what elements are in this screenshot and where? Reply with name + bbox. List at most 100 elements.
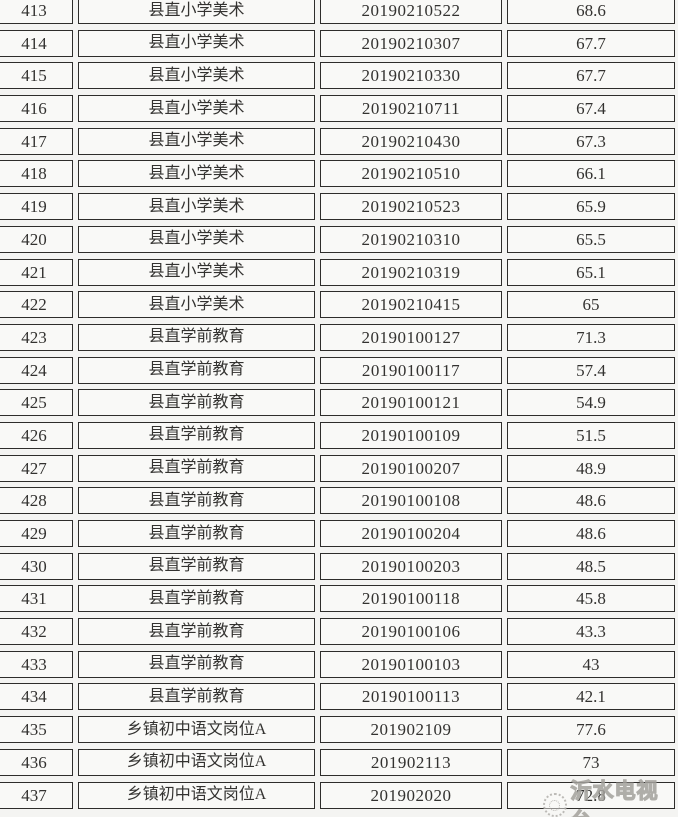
cell-row-number: 425 bbox=[0, 389, 73, 417]
cell-exam-id: 20190100127 bbox=[320, 323, 502, 351]
cell-position-name: 县直学前教育 bbox=[78, 585, 315, 613]
cell-row-number: 431 bbox=[0, 585, 73, 613]
cell-row-number: 421 bbox=[0, 258, 73, 286]
cell-score: 48.6 bbox=[507, 487, 675, 515]
cell-row-number: 417 bbox=[0, 127, 73, 155]
cell-row-number: 419 bbox=[0, 193, 73, 221]
cell-exam-id: 20190210310 bbox=[320, 225, 502, 253]
cell-score: 72.8 bbox=[507, 781, 675, 809]
cell-position-name: 县直学前教育 bbox=[78, 650, 315, 678]
table-row: 422 县直小学美术 20190210415 65 bbox=[0, 291, 675, 319]
table-row: 431 县直学前教育 20190100118 45.8 bbox=[0, 585, 675, 613]
cell-row-number: 432 bbox=[0, 618, 73, 646]
cell-exam-id: 201902020 bbox=[320, 781, 502, 809]
cell-exam-id: 20190100113 bbox=[320, 683, 502, 711]
cell-score: 67.4 bbox=[507, 95, 675, 123]
cell-exam-id: 20190210330 bbox=[320, 62, 502, 90]
cell-score: 43 bbox=[507, 650, 675, 678]
cell-exam-id: 20190210415 bbox=[320, 291, 502, 319]
cell-position-name: 县直学前教育 bbox=[78, 618, 315, 646]
table-row: 413 县直小学美术 20190210522 68.6 bbox=[0, 0, 675, 24]
cell-position-name: 县直学前教育 bbox=[78, 454, 315, 482]
cell-position-name: 县直学前教育 bbox=[78, 421, 315, 449]
cell-exam-id: 20190100204 bbox=[320, 520, 502, 547]
table-row: 436 乡镇初中语文岗位A 201902113 73 bbox=[0, 748, 675, 776]
cell-position-name: 县直学前教育 bbox=[78, 487, 315, 515]
cell-row-number: 434 bbox=[0, 683, 73, 711]
cell-exam-id: 201902113 bbox=[320, 748, 502, 776]
cell-score: 45.8 bbox=[507, 585, 675, 613]
cell-score: 65.5 bbox=[507, 225, 675, 253]
cell-score: 66.1 bbox=[507, 160, 675, 188]
table-row: 437 乡镇初中语文岗位A 201902020 72.8 bbox=[0, 781, 675, 809]
cell-score: 54.9 bbox=[507, 389, 675, 417]
cell-exam-id: 20190100108 bbox=[320, 487, 502, 515]
cell-row-number: 426 bbox=[0, 421, 73, 449]
table-row: 434 县直学前教育 20190100113 42.1 bbox=[0, 683, 675, 711]
cell-exam-id: 20190210307 bbox=[320, 29, 502, 57]
cell-score: 71.3 bbox=[507, 323, 675, 351]
cell-position-name: 县直小学美术 bbox=[78, 62, 315, 90]
table-row: 432 县直学前教育 20190100106 43.3 bbox=[0, 618, 675, 646]
cell-row-number: 435 bbox=[0, 716, 73, 744]
cell-position-name: 县直学前教育 bbox=[78, 389, 315, 417]
cell-row-number: 427 bbox=[0, 454, 73, 482]
cell-position-name: 县直小学美术 bbox=[78, 0, 315, 24]
cell-score: 65.9 bbox=[507, 193, 675, 221]
cell-score: 48.9 bbox=[507, 454, 675, 482]
cell-exam-id: 20190210522 bbox=[320, 0, 502, 24]
table-row: 426 县直学前教育 20190100109 51.5 bbox=[0, 421, 675, 449]
cell-exam-id: 20190100109 bbox=[320, 421, 502, 449]
cell-position-name: 县直小学美术 bbox=[78, 193, 315, 221]
table-row: 414 县直小学美术 20190210307 67.7 bbox=[0, 29, 675, 57]
cell-row-number: 420 bbox=[0, 225, 73, 253]
cell-position-name: 县直学前教育 bbox=[78, 520, 315, 547]
table-row: 415 县直小学美术 20190210330 67.7 bbox=[0, 62, 675, 90]
cell-score: 65 bbox=[507, 291, 675, 319]
cell-exam-id: 20190100118 bbox=[320, 585, 502, 613]
cell-row-number: 429 bbox=[0, 520, 73, 547]
cell-position-name: 县直小学美术 bbox=[78, 29, 315, 57]
cell-score: 77.6 bbox=[507, 716, 675, 744]
cell-row-number: 413 bbox=[0, 0, 73, 24]
cell-score: 57.4 bbox=[507, 356, 675, 384]
table-row: 430 县直学前教育 20190100203 48.5 bbox=[0, 552, 675, 580]
cell-score: 65.1 bbox=[507, 258, 675, 286]
table-row: 416 县直小学美术 20190210711 67.4 bbox=[0, 95, 675, 123]
cell-exam-id: 20190100121 bbox=[320, 389, 502, 417]
table-row: 427 县直学前教育 20190100207 48.9 bbox=[0, 454, 675, 482]
cell-exam-id: 20190100106 bbox=[320, 618, 502, 646]
cell-position-name: 乡镇初中语文岗位A bbox=[78, 781, 315, 809]
table-row: 429 县直学前教育 20190100204 48.6 bbox=[0, 520, 675, 547]
cell-row-number: 433 bbox=[0, 650, 73, 678]
cell-position-name: 乡镇初中语文岗位A bbox=[78, 716, 315, 744]
cell-row-number: 414 bbox=[0, 29, 73, 57]
table-row: 419 县直小学美术 20190210523 65.9 bbox=[0, 193, 675, 221]
cell-position-name: 县直小学美术 bbox=[78, 127, 315, 155]
cell-position-name: 县直小学美术 bbox=[78, 160, 315, 188]
cell-row-number: 422 bbox=[0, 291, 73, 319]
cell-exam-id: 201902109 bbox=[320, 716, 502, 744]
cell-score: 48.6 bbox=[507, 520, 675, 547]
cell-exam-id: 20190210510 bbox=[320, 160, 502, 188]
cell-score: 67.7 bbox=[507, 62, 675, 90]
cell-exam-id: 20190100103 bbox=[320, 650, 502, 678]
cell-position-name: 县直小学美术 bbox=[78, 258, 315, 286]
cell-position-name: 县直小学美术 bbox=[78, 291, 315, 319]
cell-exam-id: 20190100203 bbox=[320, 552, 502, 580]
cell-score: 67.7 bbox=[507, 29, 675, 57]
cell-score: 67.3 bbox=[507, 127, 675, 155]
cell-row-number: 436 bbox=[0, 748, 73, 776]
cell-exam-id: 20190210523 bbox=[320, 193, 502, 221]
cell-exam-id: 20190100207 bbox=[320, 454, 502, 482]
cell-score: 68.6 bbox=[507, 0, 675, 24]
cell-row-number: 428 bbox=[0, 487, 73, 515]
cell-row-number: 418 bbox=[0, 160, 73, 188]
cell-position-name: 县直小学美术 bbox=[78, 225, 315, 253]
table-row: 418 县直小学美术 20190210510 66.1 bbox=[0, 160, 675, 188]
table-row: 420 县直小学美术 20190210310 65.5 bbox=[0, 225, 675, 253]
cell-row-number: 437 bbox=[0, 781, 73, 809]
cell-row-number: 430 bbox=[0, 552, 73, 580]
cell-exam-id: 20190210319 bbox=[320, 258, 502, 286]
